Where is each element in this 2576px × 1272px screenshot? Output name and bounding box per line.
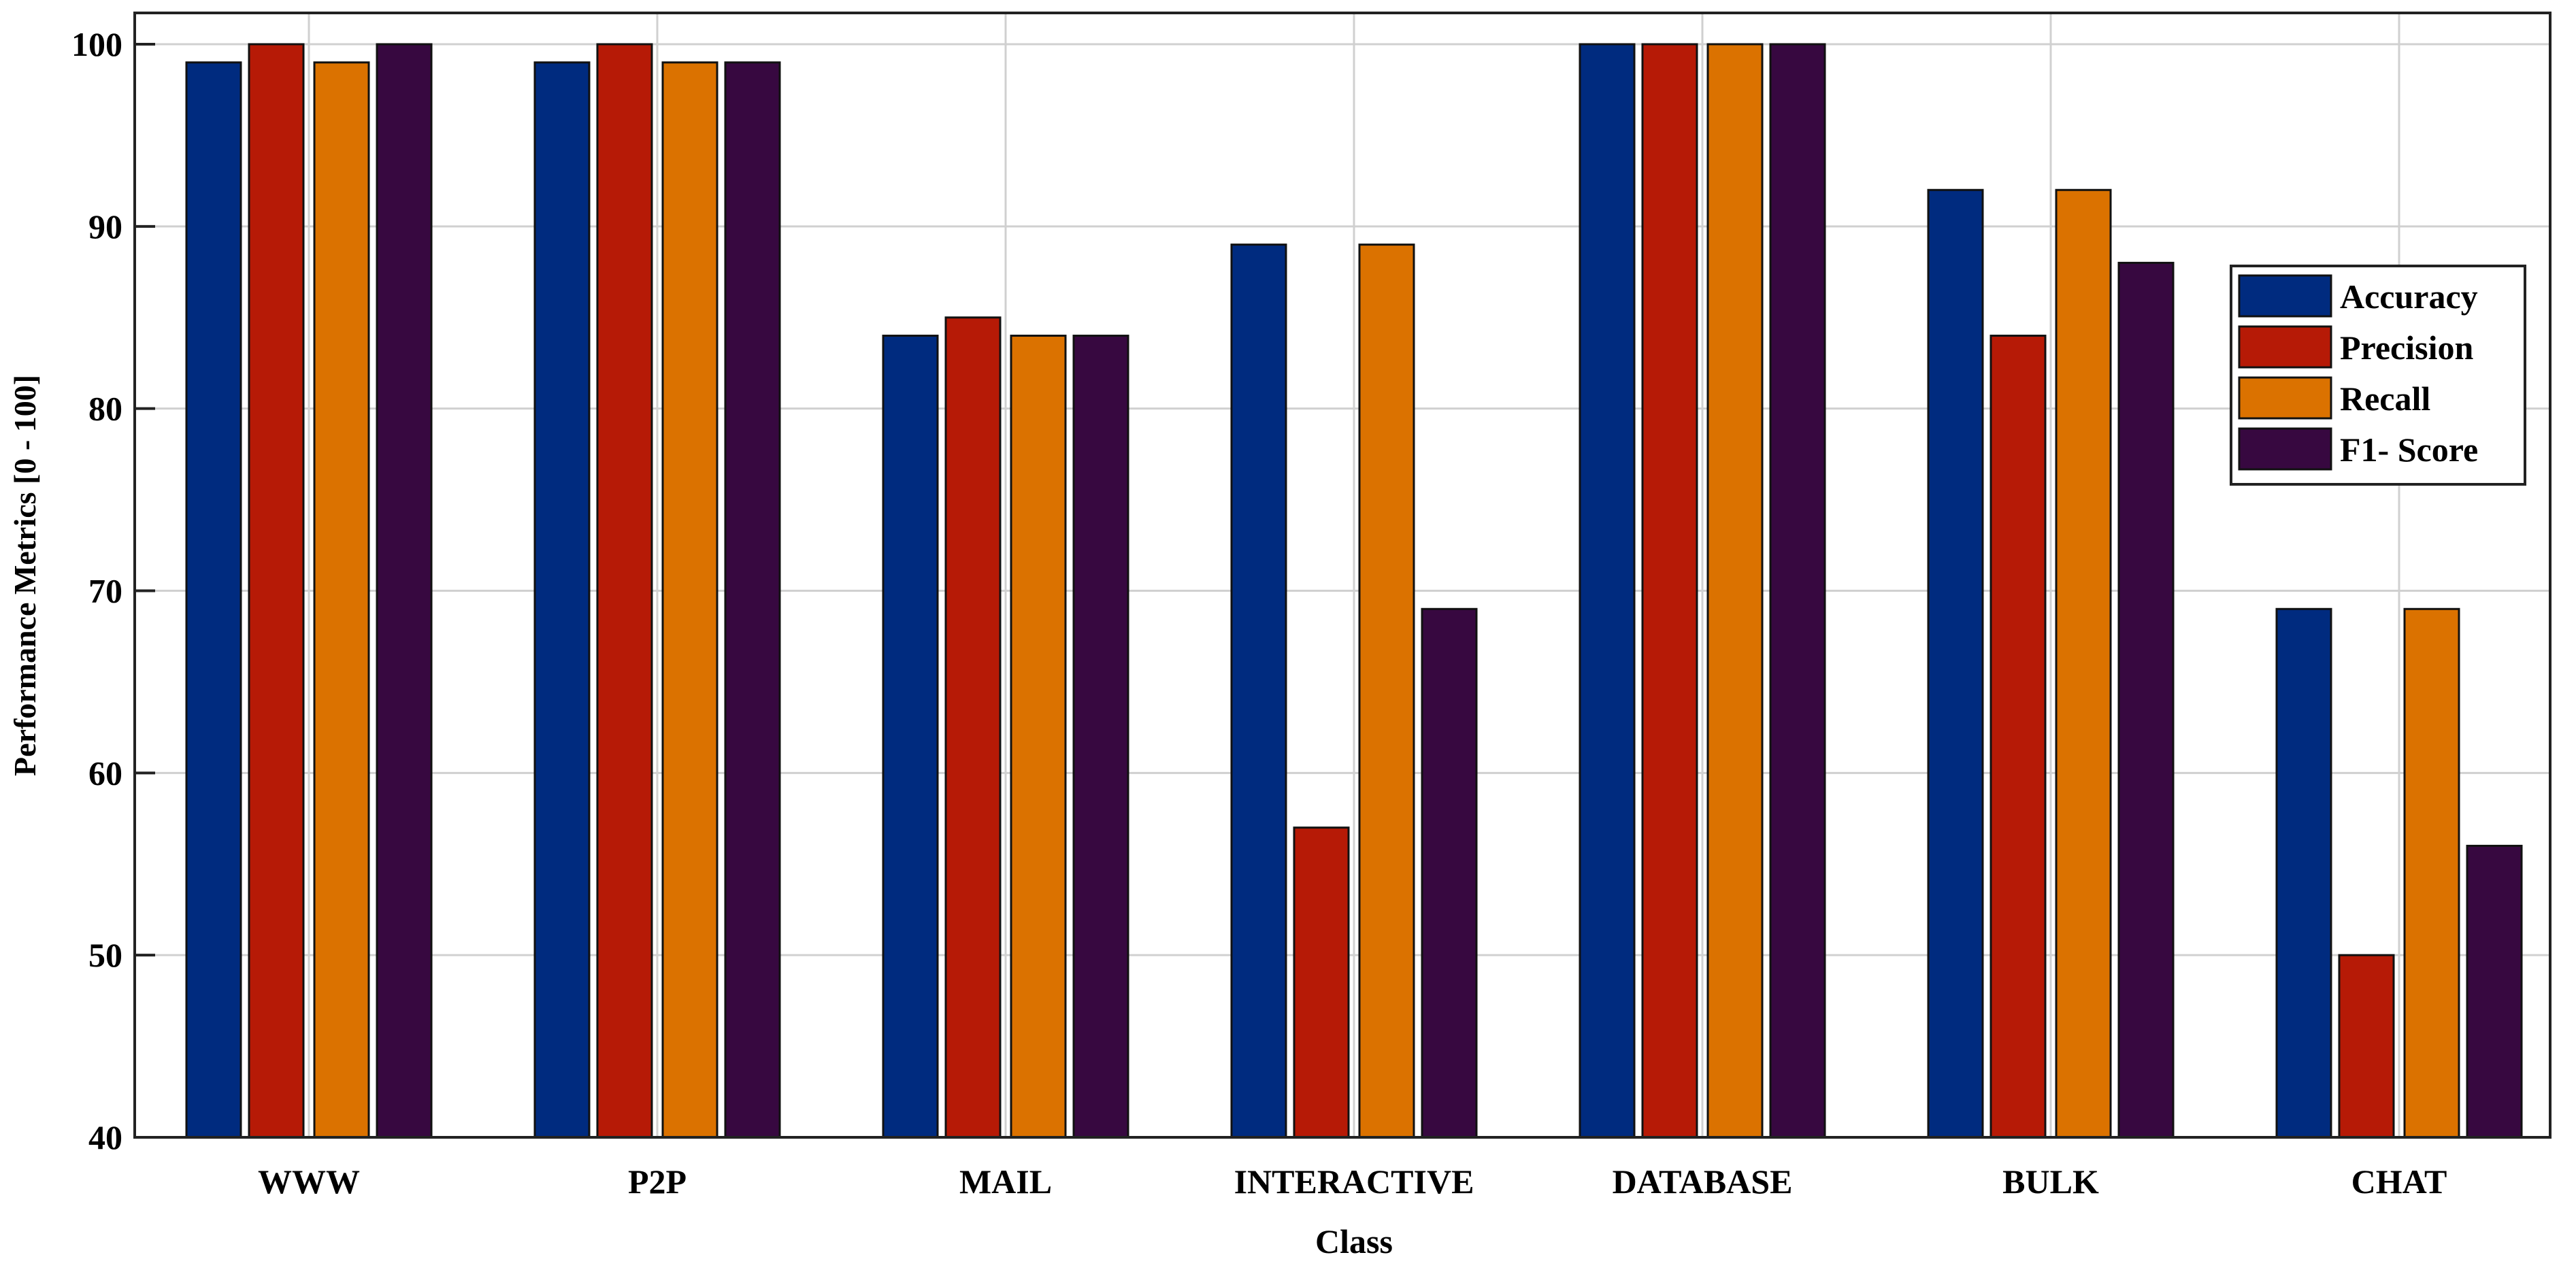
x-tick-label: INTERACTIVE xyxy=(1234,1162,1474,1201)
y-tick-label: 100 xyxy=(71,25,122,63)
x-axis-label: Class xyxy=(1315,1222,1393,1260)
legend-label: Accuracy xyxy=(2340,278,2478,316)
bar-f1-score-mail xyxy=(1072,335,1129,1139)
x-tick-label: WWW xyxy=(258,1162,360,1201)
bar-accuracy-mail xyxy=(882,335,939,1139)
x-tick-label: DATABASE xyxy=(1613,1162,1793,1201)
y-tick-label: 90 xyxy=(88,207,122,246)
legend-label: Precision xyxy=(2340,329,2473,367)
bar-accuracy-chat xyxy=(2275,607,2332,1139)
bar-precision-p2p xyxy=(596,43,653,1139)
y-tick-label: 60 xyxy=(88,754,122,792)
bar-f1-score-bulk xyxy=(2117,261,2175,1139)
x-tick-label: BULK xyxy=(2002,1162,2099,1201)
bar-recall-bulk xyxy=(2055,188,2112,1139)
bar-recall-interactive xyxy=(1358,244,1415,1139)
y-tick-label: 40 xyxy=(88,1118,122,1156)
bar-accuracy-interactive xyxy=(1230,244,1287,1139)
bar-recall-mail xyxy=(1010,335,1067,1139)
bar-precision-database xyxy=(1641,43,1698,1139)
legend-swatch xyxy=(2238,376,2332,420)
x-tick-labels: WWW P2P MAIL INTERACTIVE DATABASE BULK CHAT xyxy=(258,1162,2447,1201)
bar-precision-www xyxy=(248,43,305,1139)
y-tick-label: 50 xyxy=(88,936,122,974)
bar-accuracy-p2p xyxy=(533,61,591,1139)
legend-swatch xyxy=(2238,325,2332,369)
bar-recall-database xyxy=(1706,43,1764,1139)
bar-precision-mail xyxy=(944,316,1002,1139)
legend-swatch xyxy=(2238,427,2332,471)
bar-f1-score-database xyxy=(1769,43,1826,1139)
bar-accuracy-bulk xyxy=(1927,188,1984,1139)
bar-precision-interactive xyxy=(1293,826,1350,1139)
x-tick-label: MAIL xyxy=(959,1162,1052,1201)
bar-precision-bulk xyxy=(1989,335,2047,1139)
y-tick-label: 80 xyxy=(88,390,122,428)
plot-frame xyxy=(133,12,2552,1139)
bar-f1-score-p2p xyxy=(724,61,781,1139)
legend: Accuracy Precision Recall F1- Score xyxy=(2230,265,2526,486)
bar-recall-www xyxy=(313,61,370,1139)
x-tick-label: P2P xyxy=(628,1162,687,1201)
y-axis-label: Performance Metrics [0 - 100] xyxy=(7,375,42,776)
bar-recall-chat xyxy=(2403,607,2460,1139)
x-tick-label: CHAT xyxy=(2351,1162,2447,1201)
legend-label: Recall xyxy=(2340,380,2430,418)
bar-accuracy-www xyxy=(185,61,242,1139)
bar-f1-score-www xyxy=(376,43,433,1139)
bar-f1-score-interactive xyxy=(1421,607,1478,1139)
y-tick-label: 70 xyxy=(88,572,122,610)
y-tick-labels: 40 50 60 70 80 90 100 xyxy=(71,25,122,1156)
bar-f1-score-chat xyxy=(2466,844,2523,1139)
legend-label: F1- Score xyxy=(2340,431,2478,469)
bar-recall-p2p xyxy=(661,61,719,1139)
legend-swatch xyxy=(2238,274,2332,318)
bar-precision-chat xyxy=(2338,954,2395,1139)
bar-accuracy-database xyxy=(1579,43,1636,1139)
